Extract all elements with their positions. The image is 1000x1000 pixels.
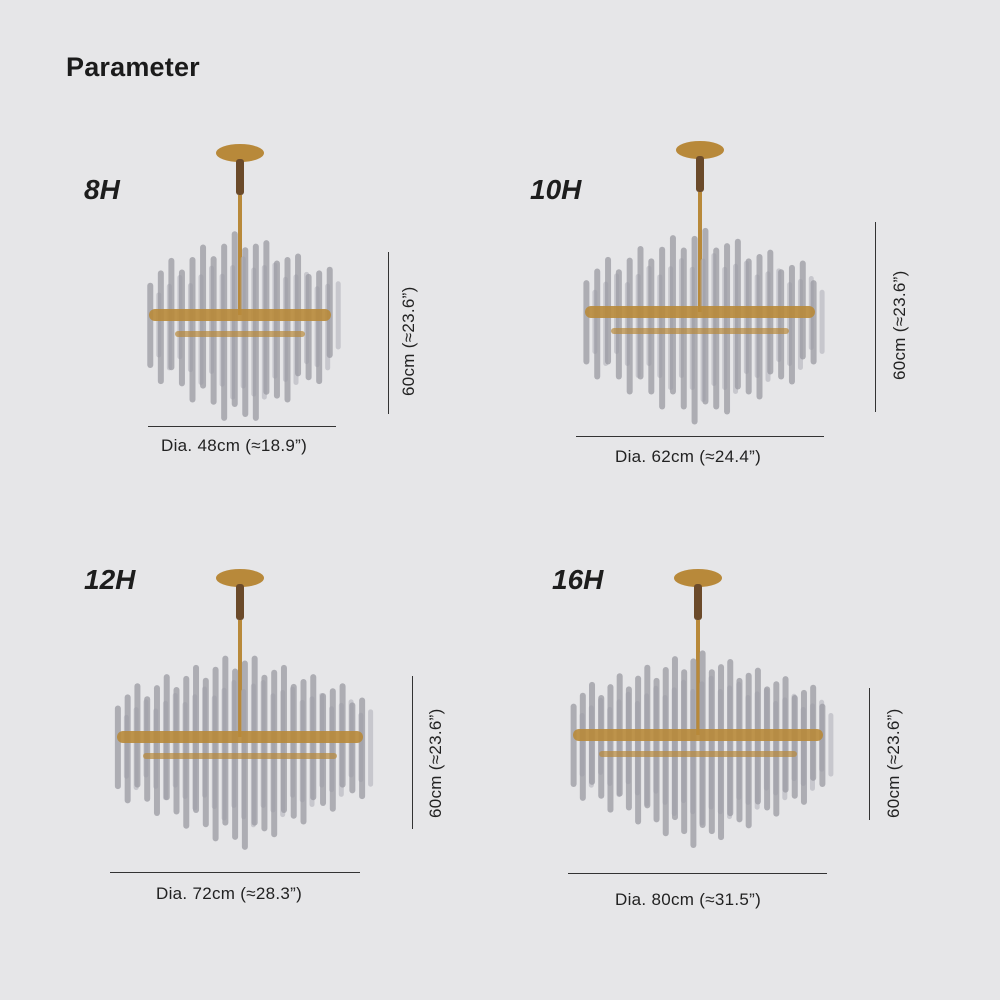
height-dimension-line (875, 222, 876, 412)
diameter-dimension-line (148, 426, 336, 427)
height-dimension-line (869, 688, 870, 820)
page-title: Parameter (66, 52, 200, 82)
diameter-label: Dia. 48cm (≈18.9”) (161, 436, 308, 455)
height-label: 60cm (≈23.6”) (884, 708, 903, 818)
variant-label: 12H (84, 564, 136, 595)
variant-label: 10H (530, 174, 582, 205)
variant-label: 16H (552, 564, 604, 595)
diameter-dimension-line (568, 873, 827, 874)
diameter-dimension-line (110, 872, 360, 873)
diameter-label: Dia. 80cm (≈31.5”) (615, 890, 762, 909)
variant-label: 8H (84, 174, 120, 205)
diameter-label: Dia. 62cm (≈24.4”) (615, 447, 762, 466)
height-dimension-line (388, 252, 389, 414)
diameter-dimension-line (576, 436, 824, 437)
height-dimension-line (412, 676, 413, 829)
diameter-label: Dia. 72cm (≈28.3”) (156, 884, 303, 903)
